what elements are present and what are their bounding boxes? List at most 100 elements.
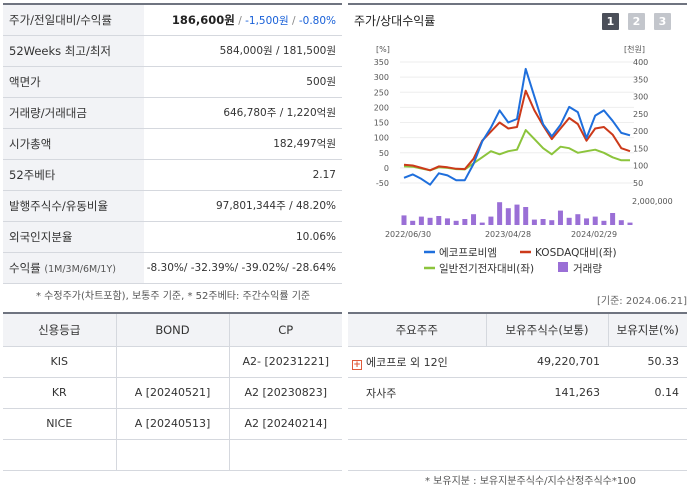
volume-bar	[592, 216, 598, 225]
legend-label: KOSDAQ대비(좌)	[535, 247, 617, 259]
right-tick-label: 150	[633, 144, 648, 153]
info-label: 시가총액	[3, 127, 144, 160]
left-tick-label: 350	[374, 58, 389, 67]
info-value: 646,780주 / 1,220억원	[144, 96, 342, 129]
legend-label: 에코프로비엠	[439, 247, 497, 259]
info-row-52weeks: 52Weeks 최고/최저 584,000원 / 181,500원	[3, 34, 342, 67]
chart-page-1-button[interactable]: 1	[602, 13, 619, 30]
cp-cell: A2 [20240214]	[228, 408, 342, 440]
separator: /	[291, 14, 296, 27]
volume-bar	[584, 218, 590, 225]
table-row	[348, 408, 687, 440]
info-value: 2.17	[144, 158, 342, 191]
table-row	[3, 439, 342, 471]
holder-name[interactable]: 에코프로 외 12인	[366, 355, 448, 369]
info-label: 발행주식수/유동비율	[3, 189, 144, 222]
series-line-2	[403, 89, 631, 172]
column-header: 주요주주	[348, 312, 486, 347]
agency-cell: KR	[3, 377, 116, 409]
agency-cell: KIS	[3, 346, 116, 378]
info-row-market-cap: 시가총액 182,497억원	[3, 127, 342, 160]
chart-page-3-button[interactable]: 3	[654, 13, 671, 30]
chart-page-2-button[interactable]: 2	[628, 13, 645, 30]
expand-plus-icon[interactable]: +	[352, 359, 362, 370]
bond-cell: A [20240513]	[115, 408, 229, 440]
price-change: -1,500원	[245, 14, 289, 27]
holder-name-cell	[348, 439, 486, 471]
left-tick-label: 250	[374, 88, 389, 97]
volume-bar	[627, 222, 633, 225]
agency-cell: NICE	[3, 408, 116, 440]
info-label: 52주베타	[3, 158, 144, 191]
major-shareholders-table: 주요주주 보유주식수(보통) 보유지분(%) + 에코프로 외 12인 49,22…	[348, 312, 687, 471]
info-label: 수익률 (1M/3M/6M/1Y)	[3, 251, 144, 284]
volume-tick-label: 2,000,000	[632, 197, 673, 206]
info-label: 52Weeks 최고/최저	[3, 34, 144, 67]
info-row-shares: 발행주식수/유동비율 97,801,344주 / 48.20%	[3, 189, 342, 222]
volume-bar	[557, 210, 563, 225]
bond-cell	[115, 439, 229, 471]
volume-bar	[618, 220, 624, 225]
chart-panel: 주가/상대수익률 1 2 3 [%] [천원] 350 300 250 200 150 100…	[348, 3, 687, 279]
holder-name-cell[interactable]: + 에코프로 외 12인	[348, 346, 486, 378]
table-row: 자사주 141,263 0.14	[348, 377, 687, 409]
volume-bar	[531, 219, 537, 225]
left-tick-label: 150	[374, 119, 389, 128]
volume-bar	[549, 220, 555, 225]
left-axis-unit: [%]	[376, 45, 390, 54]
info-label: 액면가	[3, 65, 144, 98]
left-tick-label: 50	[379, 149, 389, 158]
pct-cell	[608, 408, 687, 440]
info-row-foreign: 외국인지분율 10.06%	[3, 220, 342, 253]
volume-bar	[427, 217, 433, 225]
right-tick-label: 250	[633, 110, 648, 119]
holders-footnote: * 보유지분 : 보유지분주식수/지수산정주식수*100	[425, 476, 636, 487]
volume-bar	[453, 220, 459, 225]
info-row-face-value: 액면가 500원	[3, 65, 342, 98]
returns-label: 수익률	[9, 260, 41, 275]
stock-info-table: 주가/전일대비/수익률 186,600원 / -1,500원 / -0.80% …	[3, 3, 342, 284]
volume-bar	[410, 220, 416, 225]
left-tick-label: 200	[374, 103, 389, 112]
shares-cell	[486, 408, 608, 440]
volume-bar	[514, 204, 520, 225]
volume-bar	[566, 217, 572, 225]
series-line-1	[403, 67, 631, 186]
volume-bar	[497, 202, 503, 225]
volume-bar	[488, 216, 494, 225]
table-row: + 에코프로 외 12인 49,220,701 50.33	[348, 346, 687, 378]
chart-title: 주가/상대수익률	[354, 14, 436, 28]
info-label: 주가/전일대비/수익률	[3, 3, 144, 36]
left-tick-label: 100	[374, 134, 389, 143]
current-price: 186,600원	[171, 12, 235, 27]
price-relative-return-chart: [%] [천원] 350 300 250 200 150 100 50 0 -50 400 350 300…	[374, 44, 673, 275]
pct-cell	[608, 439, 687, 471]
info-value: 10.06%	[144, 220, 342, 253]
volume-bar	[444, 218, 450, 225]
legend-swatch	[558, 262, 568, 272]
reference-date: [기준: 2024.06.21]	[596, 296, 687, 307]
pct-cell: 0.14	[608, 377, 687, 409]
column-header: CP	[228, 312, 342, 347]
left-tick-label: 300	[374, 73, 389, 82]
table-row: NICE A [20240513] A2 [20240214]	[3, 408, 342, 440]
separator: /	[238, 14, 242, 27]
holder-name-cell	[348, 408, 486, 440]
change-rate: -0.80%	[298, 14, 336, 27]
volume-bar	[462, 219, 468, 225]
right-axis-unit: [천원]	[624, 44, 645, 54]
info-value: 500원	[144, 65, 342, 98]
info-value: 97,801,344주 / 48.20%	[144, 189, 342, 222]
column-header: 보유지분(%)	[607, 312, 687, 347]
volume-bar	[418, 216, 424, 225]
right-tick-label: 400	[633, 58, 648, 67]
credit-rating-table: 신용등급 BOND CP KIS A2- [20231221] KR A [20…	[3, 312, 342, 471]
table-header-row: 신용등급 BOND CP	[3, 312, 342, 347]
right-tick-label: 200	[633, 127, 648, 136]
info-value: 182,497억원	[144, 127, 342, 160]
info-row-returns: 수익률 (1M/3M/6M/1Y) -8.30%/ -32.39%/ -39.0…	[3, 251, 342, 284]
info-footnote: * 수정주가(차트포함), 보통주 기준, * 52주베타: 주간수익률 기준	[36, 291, 311, 302]
info-label: 거래량/거래대금	[3, 96, 144, 129]
volume-bar	[540, 219, 546, 225]
column-header: 신용등급	[3, 312, 116, 347]
